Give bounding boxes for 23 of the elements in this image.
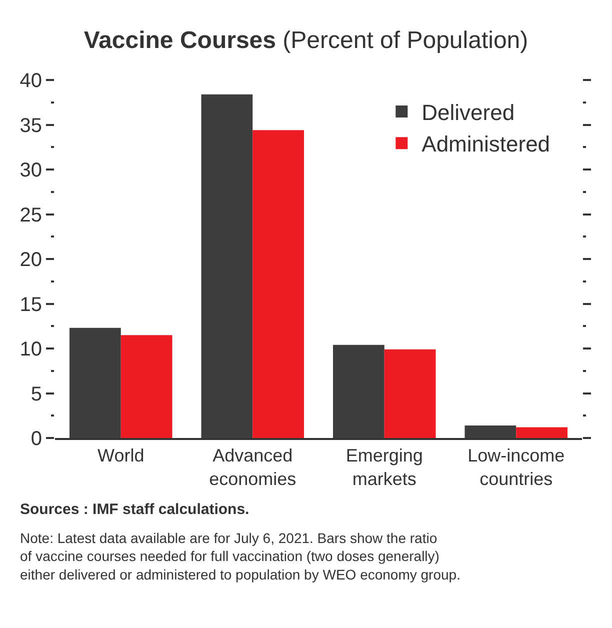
y-tick-label: 5	[30, 383, 42, 406]
x-tick-label: World	[98, 446, 144, 466]
chart-title: Vaccine Courses	[84, 27, 276, 54]
chart-subtitle: (Percent of Population)	[282, 27, 528, 54]
y-tick-label: 0	[30, 428, 42, 450]
source-note: Sources : IMF staff calculations.	[20, 501, 250, 518]
text: Note: Latest data available are for July 6, 2021. Bars show the ratio of vaccine courses needed for full vaccination (two doses generally) either delivered or administered to population by WEO economy group.	[20, 530, 460, 582]
y-tick-label: 25	[20, 204, 42, 226]
bar	[516, 427, 568, 438]
y-tick-label: 20	[20, 249, 42, 271]
bar	[384, 349, 436, 438]
y-tick-label: 30	[20, 160, 42, 182]
y-tick-label: 15	[20, 294, 42, 316]
legend-label: Delivered	[422, 100, 515, 126]
y-tick-label: 40	[20, 70, 42, 92]
x-tick-label: Low-income countries	[468, 446, 565, 489]
bar	[120, 335, 172, 438]
y-tick-label: 35	[20, 114, 42, 137]
y-tick-label: 10	[20, 338, 42, 360]
legend-label: Administered	[422, 132, 550, 157]
x-tick-label: Advanced economies	[209, 446, 296, 489]
bar	[252, 130, 304, 438]
x-tick-label: Emerging markets	[346, 446, 423, 489]
